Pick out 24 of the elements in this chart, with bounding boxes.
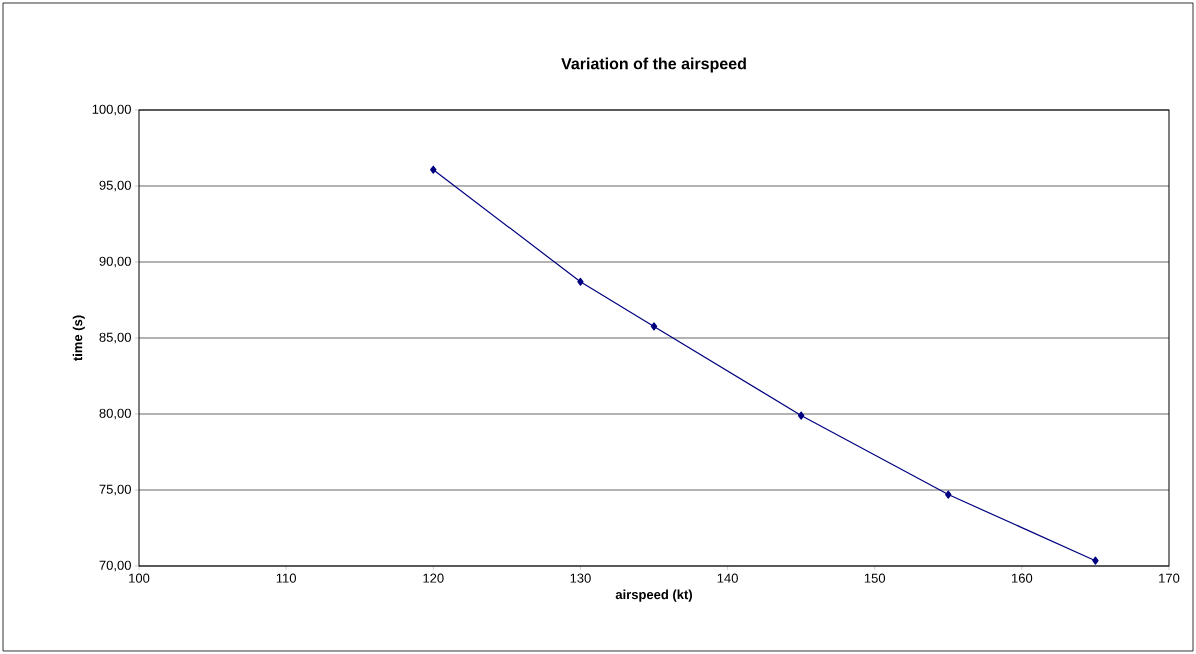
x-tick-label: 120 — [423, 573, 444, 583]
y-tick-label: 90,00 — [99, 256, 131, 268]
x-tick-label: 140 — [717, 573, 738, 583]
y-tick-label: 95,00 — [99, 180, 131, 192]
x-tick-label: 160 — [1012, 573, 1033, 583]
point — [577, 277, 584, 286]
y-tick-label: 80,00 — [99, 408, 131, 420]
x-tick-label: 110 — [276, 573, 296, 583]
chart-title: Variation of the airspeed — [561, 57, 746, 73]
y-tick-label: 100,00 — [92, 104, 131, 116]
x-tick-label: 100 — [129, 573, 150, 583]
point — [797, 411, 805, 420]
y-tick-label: 85,00 — [99, 332, 131, 344]
x-axis-title: airspeed (kt) — [615, 589, 692, 602]
x-tick-label: 170 — [1159, 573, 1180, 583]
y-tick-label: 75,00 — [99, 484, 131, 496]
point — [1092, 556, 1099, 565]
x-tick-label: 150 — [864, 573, 886, 583]
point — [945, 490, 952, 499]
y-axis-title: time (s) — [72, 315, 85, 361]
x-tick-label: 130 — [570, 573, 591, 583]
point — [430, 165, 437, 174]
point — [650, 322, 658, 331]
y-tick-label: 70,00 — [99, 560, 131, 572]
